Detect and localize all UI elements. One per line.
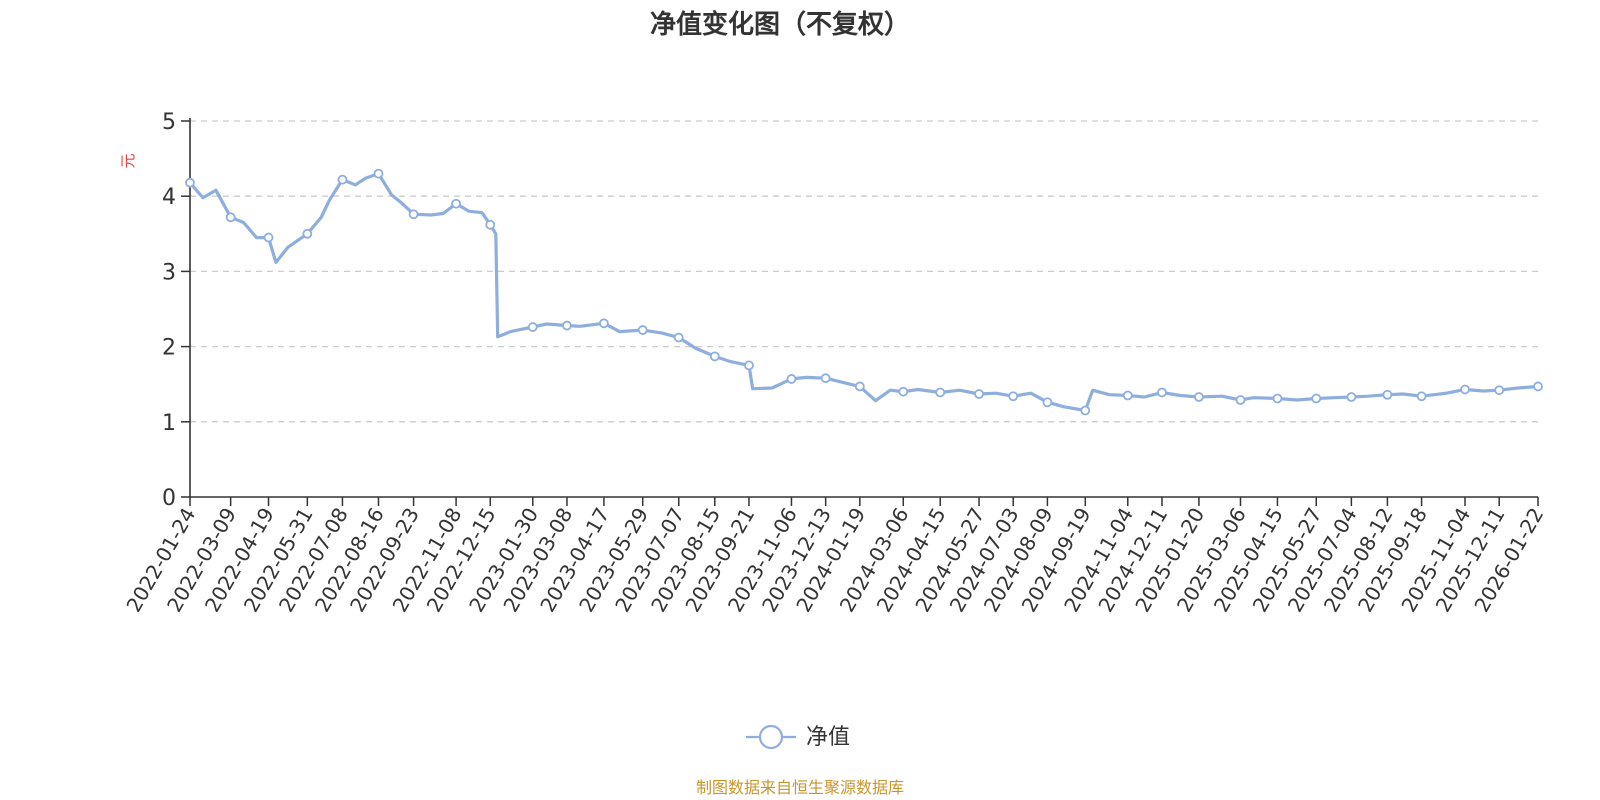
data-point: [373, 168, 384, 179]
data-point: [1382, 389, 1393, 400]
data-point: [485, 219, 496, 230]
chart-title: 净值变化图（不复权）: [650, 9, 910, 40]
data-point: [1122, 390, 1133, 401]
axes: [181, 118, 1539, 506]
data-point: [935, 387, 946, 398]
data-point: [744, 360, 754, 371]
source-note: 制图数据来自恒生聚源数据库: [696, 778, 904, 797]
data-point: [854, 381, 865, 392]
y-tick-label: 3: [162, 260, 176, 285]
data-point: [786, 374, 797, 384]
data-point: [1272, 393, 1283, 404]
series-layer: [185, 168, 1543, 416]
data-point: [1533, 381, 1543, 392]
gridlines: [190, 120, 1538, 423]
circle-line-marker-icon: [746, 724, 796, 750]
y-tick-label: 4: [162, 185, 176, 210]
data-point: [1460, 384, 1470, 395]
legend-icon-circle: [758, 724, 784, 750]
data-point: [974, 389, 984, 399]
data-point: [1416, 391, 1427, 402]
y-tick-label: 0: [162, 486, 176, 511]
data-point: [562, 320, 572, 331]
data-point: [709, 351, 720, 362]
data-point: [1494, 385, 1505, 396]
data-point: [1008, 391, 1019, 402]
data-point: [1042, 397, 1053, 408]
data-point: [898, 386, 909, 397]
data-point: [1194, 392, 1204, 402]
series-line: [188, 172, 1540, 413]
y-tick-label: 5: [162, 110, 176, 135]
data-point: [637, 325, 648, 335]
data-point: [302, 228, 313, 239]
data-point: [185, 177, 195, 188]
data-point: [820, 373, 831, 384]
data-point: [1311, 393, 1322, 404]
legend-label: 净值: [806, 725, 850, 750]
data-point: [225, 212, 236, 223]
data-point: [527, 322, 538, 332]
x-tick-labels: 2022-01-242022-03-092022-04-192022-05-31…: [121, 504, 1548, 617]
data-point: [451, 198, 461, 209]
y-tick-label: 2: [162, 336, 176, 361]
legend[interactable]: 净值: [746, 724, 850, 750]
y-axis-unit-label: 元: [119, 153, 137, 168]
data-point: [263, 232, 274, 243]
data-point: [408, 209, 419, 220]
data-point: [1080, 405, 1091, 416]
y-tick-label: 1: [162, 411, 176, 436]
data-point: [1346, 392, 1357, 402]
data-point: [673, 332, 684, 343]
data-point: [599, 318, 609, 329]
data-point: [1157, 387, 1167, 398]
y-tick-labels: 0 1 2 3 4 5: [162, 110, 176, 511]
data-point: [337, 174, 348, 185]
data-point: [1235, 395, 1246, 405]
